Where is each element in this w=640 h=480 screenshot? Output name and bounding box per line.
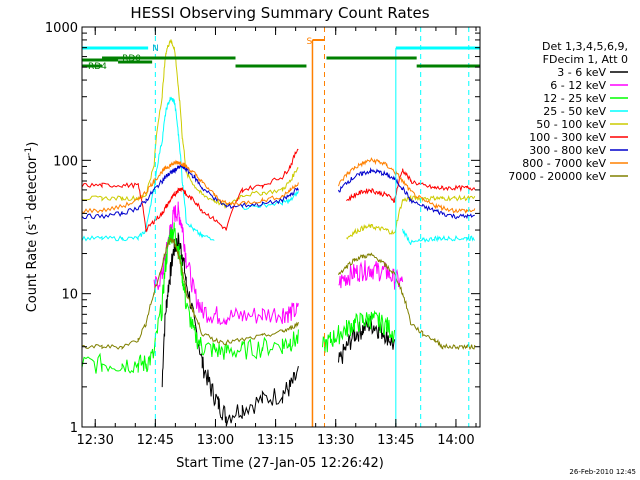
- legend-entry-label: 300 - 800 keV: [529, 144, 606, 157]
- legend-header: Det 1,3,4,5,6,9,: [542, 40, 628, 53]
- legend-header: FDecim 1, Att 0: [543, 53, 628, 66]
- y-tick-label: 100: [53, 154, 78, 169]
- legend-entry-label: 800 - 7000 keV: [522, 157, 606, 170]
- y-tick-label: 1000: [45, 21, 78, 36]
- saa-label: N: [152, 44, 159, 54]
- series-line: [81, 148, 476, 233]
- series-layer: [81, 39, 476, 427]
- plot-frame: [81, 26, 481, 428]
- y-tick-label: 10: [61, 288, 78, 303]
- legend-entry-label: 3 - 6 keV: [557, 66, 606, 79]
- x-tick-label: 13:15: [257, 433, 294, 448]
- legend-entry-label: 7000 - 20000 keV: [508, 170, 606, 183]
- x-tick-label: 12:30: [76, 433, 113, 448]
- legend-entry-label: 100 - 300 keV: [529, 131, 606, 144]
- legend: Det 1,3,4,5,6,9,FDecim 1, Att 03 - 6 keV…: [508, 40, 628, 183]
- y-axis-label: Count Rate (s-1 detector-1): [24, 142, 40, 313]
- legend-entry-label: 25 - 50 keV: [543, 105, 606, 118]
- axis-layer: 12:30 12:45 13:00 13:15 13:30 13:45 14:00 1 10 10…: [45, 21, 481, 448]
- x-tick-label: 13:30: [317, 433, 354, 448]
- y-tick-label: 1: [70, 421, 78, 436]
- x-tick-label: 13:45: [377, 433, 414, 448]
- legend-entry-label: 50 - 100 keV: [536, 118, 606, 131]
- x-tick-label: 12:45: [137, 433, 174, 448]
- rd0-label: RD0: [122, 54, 141, 64]
- series-line: [81, 164, 475, 220]
- series-line: [81, 237, 476, 351]
- series-line: [81, 96, 476, 245]
- series-line: [81, 157, 476, 214]
- chart-title: HESSI Observing Summary Count Rates: [130, 4, 429, 22]
- legend-entry-label: 6 - 12 keV: [550, 79, 606, 92]
- series-line: [161, 232, 396, 427]
- x-tick-label: 14:00: [437, 433, 474, 448]
- legend-entry-label: 12 - 25 keV: [543, 92, 606, 105]
- series-line: [81, 222, 396, 374]
- x-axis-label: Start Time (27-Jan-05 12:26:42): [176, 456, 384, 471]
- rd4-label: RD4: [88, 62, 107, 72]
- annotation-layer: N S RD0 RD4: [82, 27, 480, 427]
- night-label: S: [306, 37, 312, 47]
- x-tick-label: 13:00: [197, 433, 234, 448]
- footer-date: 26-Feb-2010 12:45: [569, 468, 636, 476]
